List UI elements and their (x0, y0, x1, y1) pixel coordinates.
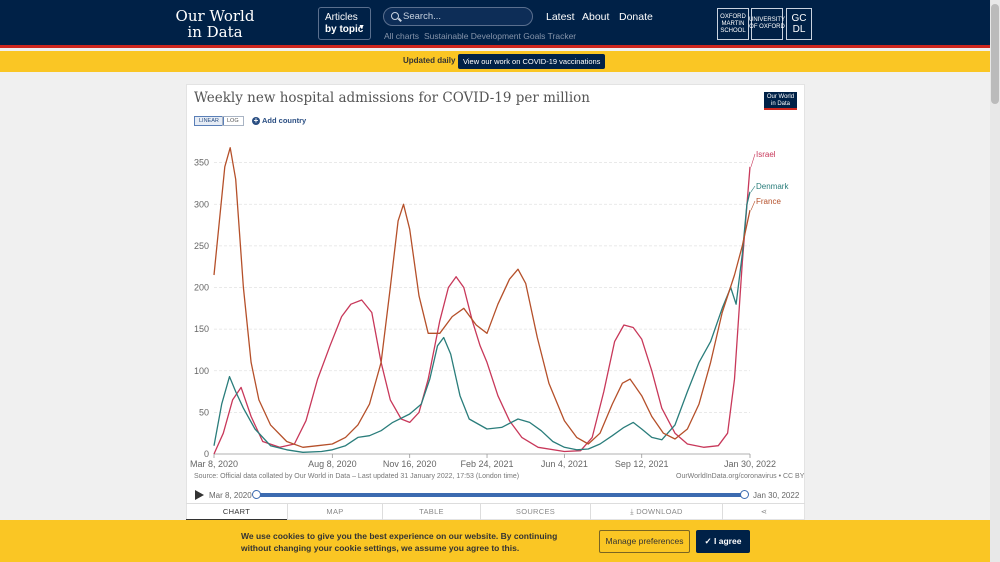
site-header: Our World in Data Articles by topic ▼ Se… (0, 0, 990, 48)
series-lines (213, 147, 751, 455)
agree-button[interactable]: ✓ I agree (696, 530, 750, 553)
y-tick-label: 250 (194, 241, 209, 251)
line-chart[interactable]: 0 50 100 150 200 250 300 350 Mar 8, 2020 Aug 8, … (186, 140, 805, 470)
label-connector (750, 185, 756, 192)
chart-tabs: CHART MAP TABLE SOURCES ⤓ DOWNLOAD ⋖ (186, 503, 805, 521)
owid-logo[interactable]: Our World in Data (174, 8, 256, 40)
timeline-start-handle[interactable] (252, 490, 261, 499)
chevron-down-icon: ▼ (358, 24, 365, 31)
sdg-tracker-link[interactable]: Sustainable Development Goals Tracker (424, 31, 577, 41)
articles-by-topic-button[interactable]: Articles by topic ▼ (318, 7, 371, 40)
gcdl-logo[interactable]: GC DL (786, 8, 812, 40)
all-charts-link[interactable]: All charts (384, 31, 419, 41)
y-tick-label: 100 (194, 366, 209, 376)
series-label-france: France (756, 197, 781, 206)
add-country-button[interactable]: + Add country (252, 116, 306, 125)
plus-circle-icon: + (252, 116, 260, 125)
series-line-israel (213, 166, 751, 455)
scrollbar-thumb[interactable] (991, 4, 999, 104)
agree-label: I agree (714, 536, 742, 546)
y-tick-label: 300 (194, 199, 209, 209)
update-banner: Updated daily View our work on COVID-19 … (0, 51, 990, 72)
download-label: DOWNLOAD (636, 507, 683, 516)
nav-donate-link[interactable]: Donate (619, 11, 653, 23)
by-topic-label: by topic (325, 24, 364, 35)
updated-daily-text: Updated daily (403, 56, 456, 65)
tab-download[interactable]: ⤓ DOWNLOAD (590, 504, 722, 521)
x-tick-label: Mar 8, 2020 (190, 459, 238, 469)
y-tick-label: 150 (194, 324, 209, 334)
tab-sources[interactable]: SOURCES (480, 504, 590, 521)
series-label-denmark: Denmark (756, 182, 789, 191)
play-icon[interactable] (195, 490, 204, 500)
license-link[interactable]: OurWorldInData.org/coronavirus • CC BY (676, 473, 805, 480)
timeline-track[interactable] (257, 493, 745, 497)
timeline-end-handle[interactable] (740, 490, 749, 499)
timeline-start-label: Mar 8, 2020 (209, 491, 252, 500)
search-input[interactable]: Search... (383, 7, 533, 26)
check-icon: ✓ (704, 536, 715, 546)
manage-preferences-button[interactable]: Manage preferences (599, 530, 690, 553)
series-line-denmark (213, 191, 751, 453)
x-tick-label: Feb 24, 2021 (461, 459, 514, 469)
gridlines (214, 162, 750, 455)
vaccinations-link-button[interactable]: View our work on COVID-19 vaccinations (458, 54, 606, 69)
x-tick-label: Aug 8, 2020 (308, 459, 357, 469)
y-tick-label: 350 (194, 158, 209, 168)
tab-map[interactable]: MAP (287, 504, 382, 521)
page-scrollbar[interactable] (990, 0, 1000, 562)
tab-chart[interactable]: CHART (186, 504, 287, 521)
nav-latest-link[interactable]: Latest (546, 11, 575, 23)
y-tick-label: 50 (199, 407, 209, 417)
log-scale-toggle[interactable]: LOG (222, 116, 244, 126)
label-connector (750, 200, 756, 211)
x-axis-ticks: Mar 8, 2020 Aug 8, 2020 Nov 16, 2020 Feb 24… (190, 454, 776, 469)
search-icon (391, 12, 399, 20)
y-tick-label: 200 (194, 283, 209, 293)
x-tick-label: Jan 30, 2022 (724, 459, 776, 469)
add-country-label: Add country (262, 116, 307, 125)
x-tick-label: Jun 4, 2021 (541, 459, 588, 469)
search-placeholder: Search... (403, 11, 442, 22)
owid-badge-logo[interactable]: Our World in Data (764, 92, 797, 110)
nav-about-link[interactable]: About (582, 11, 610, 23)
tab-table[interactable]: TABLE (382, 504, 480, 521)
series-line-france (213, 147, 751, 448)
oxford-martin-school-logo[interactable]: OXFORD MARTIN SCHOOL (717, 8, 749, 40)
cookie-banner (0, 520, 990, 562)
chart-title: Weekly new hospital admissions for COVID… (194, 90, 591, 106)
badge-line2: in Data (770, 101, 790, 107)
y-tick-label: 0 (204, 449, 209, 459)
badge-line1: Our World (766, 94, 795, 100)
x-tick-label: Nov 16, 2020 (383, 459, 437, 469)
university-of-oxford-logo[interactable]: UNIVERSITY OF OXFORD (749, 8, 785, 40)
logo-line2: in Data (187, 23, 243, 41)
series-label-israel: Israel (756, 150, 776, 159)
download-icon: ⤓ (630, 507, 637, 516)
source-note: Source: Official data collated by Our Wo… (194, 473, 520, 480)
articles-label: Articles (325, 12, 358, 23)
y-axis-ticks: 0 50 100 150 200 250 300 350 (194, 158, 209, 459)
linear-scale-toggle[interactable]: LINEAR (194, 116, 224, 126)
share-icon: ⋖ (760, 507, 768, 516)
label-connector (750, 153, 756, 167)
series-labels: Israel Denmark France (750, 150, 789, 211)
cookie-message: We use cookies to give you the best expe… (241, 531, 558, 553)
x-tick-label: Sep 12, 2021 (615, 459, 669, 469)
timeline-end-label: Jan 30, 2022 (753, 491, 800, 500)
logo-line1: Our World (175, 7, 255, 25)
tab-share[interactable]: ⋖ (722, 504, 805, 521)
